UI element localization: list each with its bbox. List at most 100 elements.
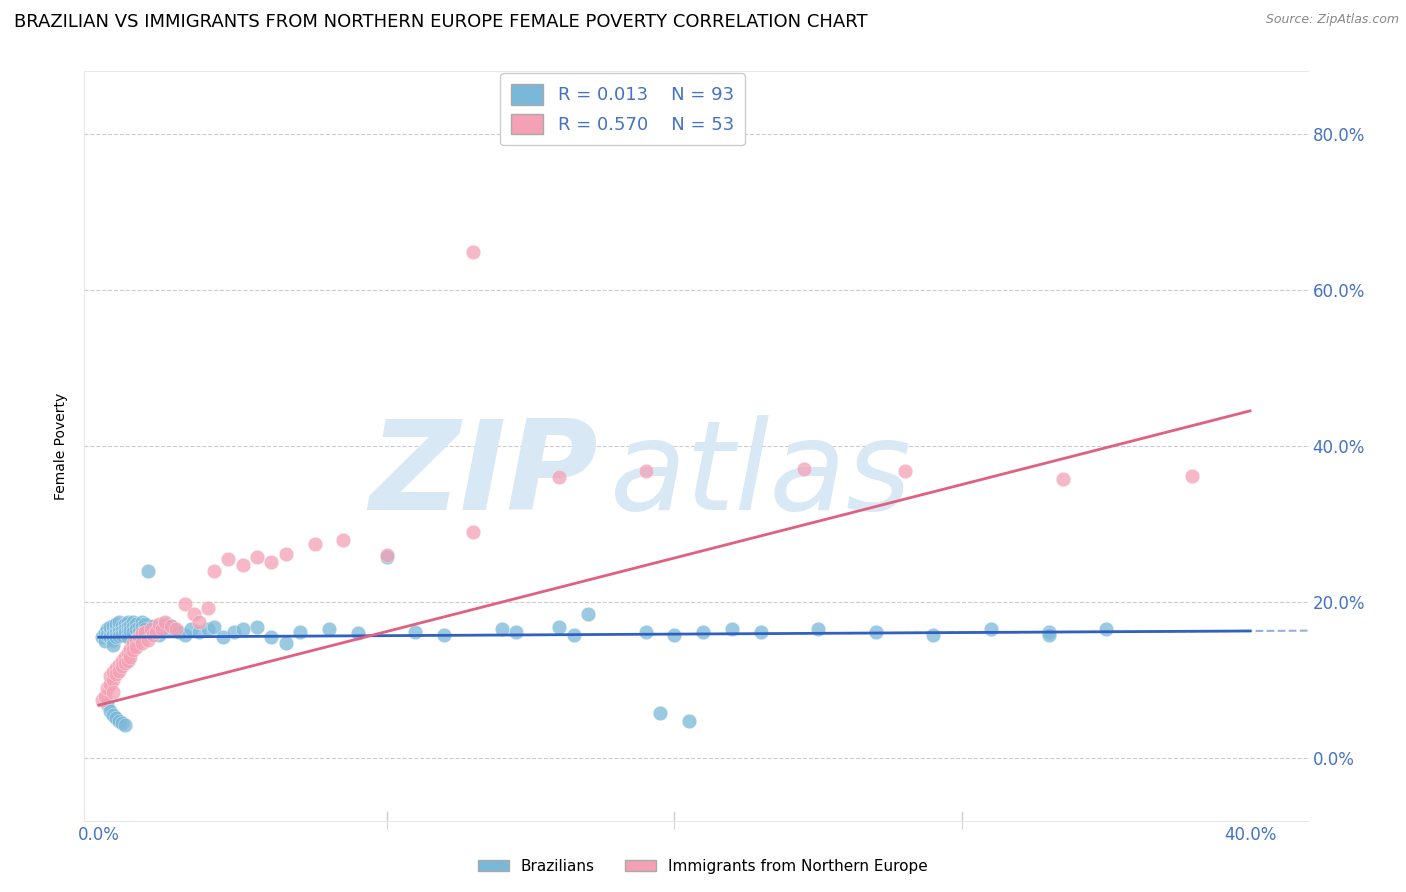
- Point: [793, 462, 815, 476]
- Point: [111, 716, 134, 731]
- Point: [136, 632, 159, 647]
- Point: [105, 630, 128, 644]
- Point: [197, 623, 219, 637]
- Point: [145, 624, 167, 638]
- Point: [114, 656, 136, 670]
- Point: [105, 667, 128, 681]
- Point: [202, 620, 225, 634]
- Point: [562, 628, 585, 642]
- Point: [139, 628, 162, 642]
- Point: [125, 632, 148, 647]
- Point: [122, 624, 145, 639]
- Point: [105, 710, 128, 724]
- Point: [197, 601, 219, 615]
- Point: [93, 634, 115, 648]
- Point: [120, 618, 142, 632]
- Point: [290, 624, 312, 639]
- Point: [111, 618, 134, 632]
- Point: [93, 626, 115, 640]
- Point: [101, 665, 124, 680]
- Point: [217, 552, 239, 566]
- Point: [139, 623, 162, 637]
- Point: [433, 628, 456, 642]
- Text: atlas: atlas: [610, 416, 912, 536]
- Point: [96, 697, 118, 711]
- Point: [260, 554, 283, 569]
- Point: [156, 623, 179, 637]
- Point: [125, 623, 148, 637]
- Point: [117, 630, 139, 644]
- Point: [114, 626, 136, 640]
- Point: [865, 624, 887, 639]
- Point: [101, 685, 124, 699]
- Point: [114, 718, 136, 732]
- Point: [117, 615, 139, 629]
- Point: [98, 624, 121, 639]
- Point: [188, 615, 211, 629]
- Point: [120, 624, 142, 638]
- Point: [1038, 624, 1060, 639]
- Point: [98, 630, 121, 644]
- Point: [1181, 468, 1204, 483]
- Point: [692, 624, 714, 639]
- Point: [375, 549, 398, 564]
- Point: [117, 654, 139, 668]
- Point: [548, 470, 571, 484]
- Point: [111, 654, 134, 668]
- Point: [98, 620, 121, 634]
- Point: [332, 533, 354, 547]
- Point: [749, 624, 772, 639]
- Point: [90, 630, 112, 644]
- Y-axis label: Female Poverty: Female Poverty: [55, 392, 69, 500]
- Point: [246, 549, 269, 564]
- Point: [101, 618, 124, 632]
- Point: [111, 659, 134, 673]
- Point: [548, 620, 571, 634]
- Point: [142, 618, 165, 632]
- Point: [98, 677, 121, 691]
- Point: [136, 564, 159, 578]
- Point: [101, 638, 124, 652]
- Point: [108, 714, 131, 728]
- Point: [159, 618, 181, 632]
- Point: [232, 623, 254, 637]
- Point: [122, 635, 145, 649]
- Point: [131, 626, 153, 640]
- Point: [202, 564, 225, 578]
- Point: [101, 708, 124, 723]
- Point: [180, 623, 202, 637]
- Point: [111, 624, 134, 638]
- Point: [274, 547, 297, 561]
- Point: [108, 657, 131, 672]
- Point: [232, 558, 254, 572]
- Point: [90, 692, 112, 706]
- Point: [634, 464, 657, 478]
- Point: [260, 630, 283, 644]
- Point: [93, 689, 115, 703]
- Point: [122, 643, 145, 657]
- Point: [134, 623, 156, 637]
- Point: [114, 617, 136, 632]
- Point: [169, 624, 191, 639]
- Point: [505, 624, 527, 639]
- Point: [491, 623, 513, 637]
- Point: [142, 628, 165, 642]
- Point: [145, 624, 167, 639]
- Point: [117, 620, 139, 634]
- Point: [648, 706, 671, 720]
- Text: ZIP: ZIP: [370, 416, 598, 536]
- Point: [274, 635, 297, 649]
- Point: [101, 624, 124, 638]
- Point: [108, 664, 131, 678]
- Point: [120, 649, 142, 664]
- Point: [721, 623, 744, 637]
- Point: [174, 597, 197, 611]
- Point: [131, 635, 153, 649]
- Point: [162, 623, 184, 637]
- Point: [96, 623, 118, 637]
- Point: [117, 624, 139, 639]
- Point: [222, 624, 245, 639]
- Point: [576, 607, 599, 621]
- Point: [114, 649, 136, 664]
- Point: [304, 536, 326, 550]
